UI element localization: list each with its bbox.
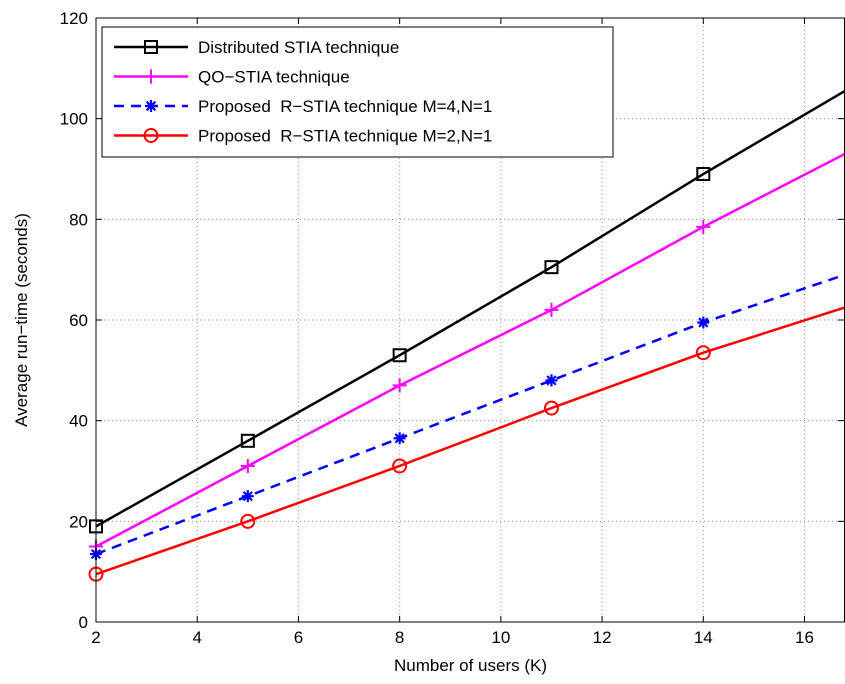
data-point (695, 345, 711, 361)
legend-entry: QO−STIA technique (114, 68, 350, 87)
series-line (95, 306, 845, 576)
y-axis-label: Average run−time (seconds) (12, 213, 31, 427)
legend-marker (143, 128, 159, 143)
axis-ticks: 2 4 6 8 10 12 14 16 0 20 40 60 80 100 120 (60, 9, 844, 647)
y-tick-label: 40 (69, 412, 88, 431)
data-point (392, 458, 408, 474)
x-axis-label: Number of users (K) (394, 656, 547, 675)
data-point (240, 458, 255, 473)
x-tick-label: 16 (795, 628, 814, 647)
data-point (544, 302, 559, 317)
legend-marker (144, 40, 158, 54)
data-point (392, 378, 407, 393)
x-tick-label: 4 (192, 628, 201, 647)
data-point (240, 433, 255, 448)
data-point (696, 219, 711, 234)
legend-marker (144, 69, 158, 84)
legend-entry: Distributed STIA technique (114, 38, 399, 57)
series-3 (90, 273, 845, 561)
data-point (545, 374, 558, 387)
series-line (95, 273, 845, 556)
x-tick-label: 6 (294, 628, 303, 647)
data-point (544, 260, 559, 275)
y-tick-label: 120 (60, 9, 88, 28)
x-tick-label: 2 (91, 628, 100, 647)
x-tick-label: 14 (694, 628, 713, 647)
series-1 (89, 89, 845, 534)
legend: Distributed STIA technique QO−STIA techni… (101, 26, 614, 158)
series-2 (89, 152, 845, 554)
series-line (95, 89, 845, 528)
data-point (393, 432, 406, 445)
legend-label: QO−STIA technique (198, 68, 350, 87)
legend-entry: Proposed R−STIA technique M=4,N=1 (114, 97, 492, 116)
y-tick-label: 100 (60, 110, 88, 129)
legend-label: Proposed R−STIA technique M=2,N=1 (198, 127, 492, 146)
series-line (95, 152, 845, 548)
x-tick-label: 12 (593, 628, 612, 647)
data-point (241, 490, 254, 503)
y-tick-label: 60 (69, 311, 88, 330)
y-tick-label: 0 (79, 613, 88, 632)
data-point (543, 400, 559, 416)
data-point (392, 348, 407, 363)
data-point (240, 513, 256, 529)
y-tick-label: 80 (69, 210, 88, 229)
data-point (697, 316, 710, 329)
legend-label: Distributed STIA technique (198, 38, 399, 57)
series-4 (88, 306, 845, 582)
y-tick-label: 20 (69, 512, 88, 531)
legend-marker (145, 100, 157, 112)
legend-entry: Proposed R−STIA technique M=2,N=1 (114, 127, 492, 146)
x-tick-label: 10 (491, 628, 510, 647)
series-layer (88, 89, 845, 582)
legend-label: Proposed R−STIA technique M=4,N=1 (198, 97, 492, 116)
data-point (696, 167, 711, 182)
x-tick-label: 8 (395, 628, 404, 647)
